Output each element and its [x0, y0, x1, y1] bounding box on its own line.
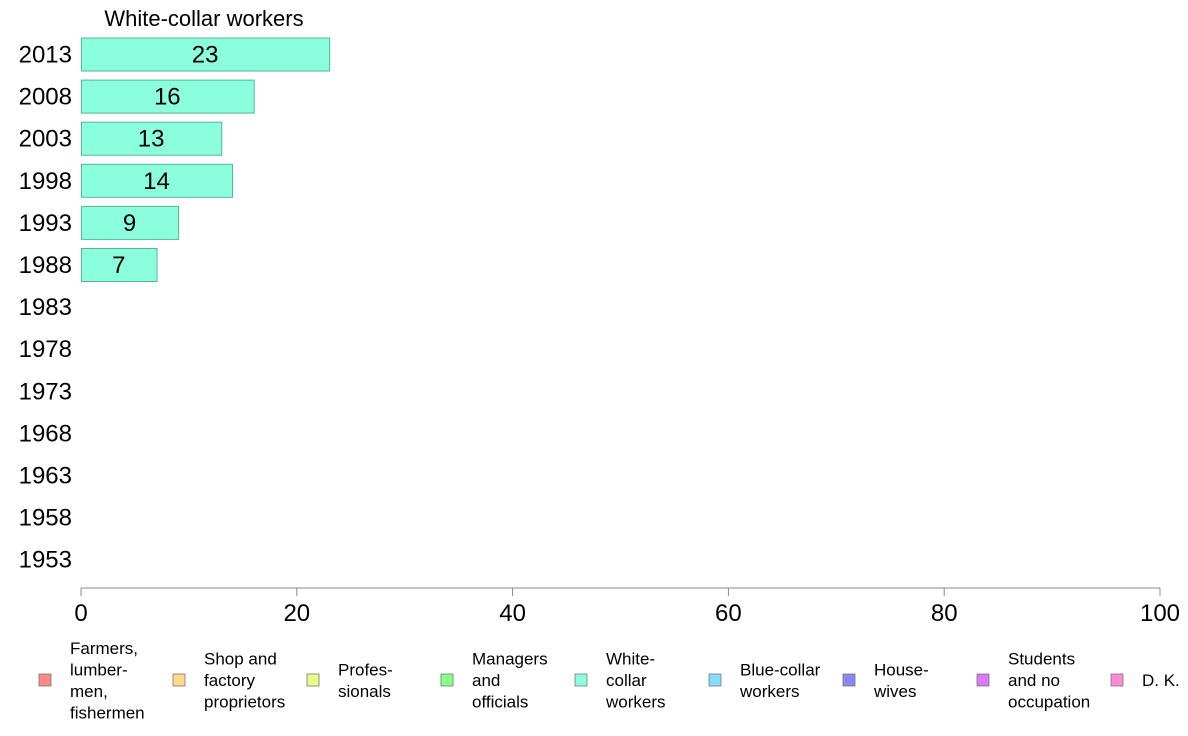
bar-value-label: 14: [143, 168, 170, 195]
legend-swatch: [38, 673, 52, 687]
x-tick-label: 100: [1140, 600, 1180, 627]
legend-label: lumber-: [70, 660, 128, 679]
bar: [81, 163, 234, 198]
bars-layer: 23 16 13 14 9 7: [81, 37, 331, 282]
legend-label: White-: [606, 650, 655, 669]
y-tick-label: 2008: [19, 84, 72, 111]
legend: Farmers, lumber-men, fishermen Shop and fact…: [38, 639, 1180, 722]
bar: [81, 248, 158, 282]
legend-label: and: [472, 671, 500, 690]
legend-swatch: [172, 673, 186, 687]
legend-label: House-: [874, 660, 929, 679]
x-axis: 0 20 40 60 80 100: [74, 587, 1180, 627]
bar: [81, 79, 255, 114]
legend-item: House-wives: [842, 660, 929, 701]
y-tick-label: 1953: [19, 547, 72, 574]
legend-label: sionals: [338, 682, 391, 701]
legend-label: Managers: [472, 650, 548, 669]
legend-label: and no: [1008, 671, 1060, 690]
y-tick-label: 1973: [19, 378, 72, 405]
y-axis-labels: 2013 2008 2003 1998 1993 1988 1983 1978 1973 1968…: [19, 42, 72, 574]
legend-label: D. K.: [1142, 671, 1180, 690]
legend-swatch: [976, 673, 990, 687]
legend-item: Managers and officials: [440, 650, 548, 712]
bar-value-label: 16: [154, 84, 181, 111]
legend-swatch: [574, 673, 588, 687]
bar-value-label: 9: [123, 210, 136, 237]
legend-label: collar: [606, 671, 647, 690]
y-tick-label: 1993: [19, 210, 72, 237]
legend-swatch: [842, 673, 856, 687]
legend-label: occupation: [1008, 693, 1090, 712]
legend-label: workers: [605, 693, 666, 712]
legend-label: Shop and: [204, 650, 277, 669]
legend-item: White-collar workers: [574, 650, 666, 712]
legend-item: Students and no occupation: [976, 650, 1090, 712]
x-tick-label: 20: [283, 600, 310, 627]
legend-label: factory: [204, 671, 256, 690]
legend-item: Profes-sionals: [306, 660, 393, 701]
y-tick-label: 2013: [19, 42, 72, 69]
legend-item: D. K.: [1110, 671, 1180, 690]
legend-label: men,: [70, 682, 108, 701]
x-tick-label: 40: [499, 600, 526, 627]
legend-swatch: [306, 673, 320, 687]
bar-value-label: 23: [192, 42, 219, 69]
bar: [81, 205, 180, 240]
x-tick-label: 0: [74, 600, 87, 627]
y-tick-label: 1963: [19, 463, 72, 490]
x-tick-label: 60: [715, 600, 742, 627]
bar-value-label: 13: [138, 126, 165, 153]
legend-label: Profes-: [338, 660, 393, 679]
bar: [81, 121, 223, 156]
legend-item: Shop and factory proprietors: [172, 650, 285, 712]
y-tick-label: 1998: [19, 168, 72, 195]
legend-label: officials: [472, 693, 528, 712]
x-tick-label: 80: [931, 600, 958, 627]
y-tick-label: 1983: [19, 294, 72, 321]
y-tick-label: 1978: [19, 336, 72, 363]
legend-label: Blue-collar: [740, 660, 821, 679]
legend-label: Students: [1008, 650, 1075, 669]
legend-item: Blue-collar workers: [708, 660, 821, 701]
legend-item: Farmers, lumber-men, fishermen: [38, 639, 145, 722]
legend-label: proprietors: [204, 693, 285, 712]
bar: [81, 37, 331, 72]
y-tick-label: 2003: [19, 126, 72, 153]
legend-label: workers: [739, 682, 800, 701]
legend-swatch: [708, 673, 722, 687]
chart-title: White-collar workers: [104, 6, 303, 31]
y-tick-label: 1958: [19, 505, 72, 532]
y-tick-label: 1968: [19, 420, 72, 447]
legend-swatch: [440, 673, 454, 687]
bar-value-label: 7: [112, 252, 125, 279]
legend-swatch: [1110, 673, 1124, 687]
y-tick-label: 1988: [19, 252, 72, 279]
legend-label: fishermen: [70, 703, 145, 722]
legend-label: wives: [873, 682, 917, 701]
legend-label: Farmers,: [70, 639, 138, 658]
